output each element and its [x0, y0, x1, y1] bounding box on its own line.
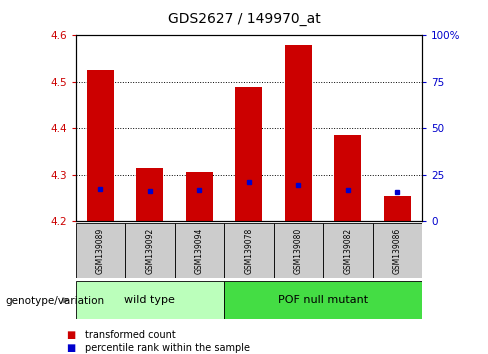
Text: GSM139080: GSM139080 [294, 227, 303, 274]
Text: GSM139078: GSM139078 [244, 227, 253, 274]
Bar [224, 281, 422, 319]
Text: genotype/variation: genotype/variation [5, 296, 104, 306]
Bar [323, 223, 373, 278]
Bar [87, 70, 114, 221]
Bar [186, 172, 213, 221]
Text: wild type: wild type [124, 295, 175, 305]
Bar [175, 223, 224, 278]
Text: ■: ■ [66, 343, 75, 353]
Text: GSM139092: GSM139092 [145, 227, 154, 274]
Bar [384, 196, 411, 221]
Bar [235, 86, 263, 221]
Bar [285, 45, 312, 221]
Bar [136, 168, 163, 221]
Bar [125, 223, 175, 278]
Text: GSM139086: GSM139086 [393, 227, 402, 274]
Text: POF null mutant: POF null mutant [278, 295, 368, 305]
Text: GDS2627 / 149970_at: GDS2627 / 149970_at [167, 12, 321, 27]
Text: percentile rank within the sample: percentile rank within the sample [85, 343, 250, 353]
Bar [373, 223, 422, 278]
Bar [224, 223, 274, 278]
Bar [334, 135, 362, 221]
Text: transformed count: transformed count [85, 330, 176, 339]
Text: ■: ■ [66, 330, 75, 339]
Text: GSM139089: GSM139089 [96, 227, 105, 274]
Bar [274, 223, 323, 278]
Bar [76, 281, 224, 319]
Text: GSM139082: GSM139082 [344, 227, 352, 274]
Text: GSM139094: GSM139094 [195, 227, 204, 274]
Bar [76, 223, 125, 278]
